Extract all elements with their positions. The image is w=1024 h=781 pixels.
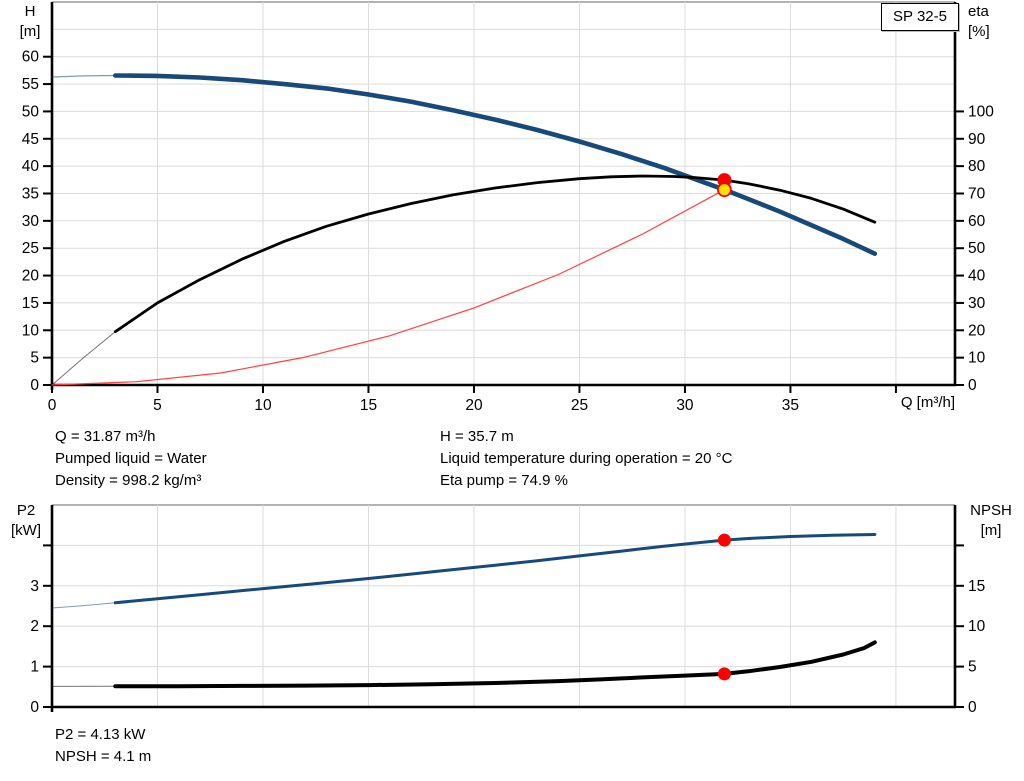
left-axis-tick-label: 15: [22, 295, 39, 312]
top-left-axis-label: H [m]: [8, 2, 52, 42]
duty-point-head[interactable]: [716, 182, 732, 198]
axis-label-line: P2: [16, 502, 36, 519]
x-axis-tick-label: 30: [676, 397, 694, 414]
x-axis-tick-label: 20: [465, 397, 483, 414]
x-axis-tick-label: 15: [360, 397, 377, 414]
left-axis-tick-label: 2: [30, 618, 39, 635]
duty-point-p2[interactable]: [717, 533, 731, 547]
p2-power-curve-min-flow: [51, 602, 116, 609]
summary-npsh: NPSH = 4.1 m: [55, 748, 152, 765]
summary-p2: P2 = 4.13 kW: [55, 726, 146, 743]
left-axis-tick-label: 3: [30, 578, 39, 595]
right-axis-tick-label: 10: [968, 350, 986, 367]
npsh-curve: [113, 640, 877, 689]
right-axis-tick-label: 60: [968, 213, 986, 230]
summary-liquid: Pumped liquid = Water: [55, 450, 207, 467]
right-axis-tick-label: 10: [968, 618, 986, 635]
left-axis-tick-label: 60: [22, 49, 40, 66]
right-axis-tick-label: 5: [968, 659, 977, 676]
pump-efficiency-curve: [113, 174, 877, 334]
top-right-axis-label: eta [%]: [968, 2, 1020, 42]
left-axis-tick-label: 0: [30, 699, 39, 716]
axis-label-line: [m]: [19, 23, 41, 40]
right-axis-tick-label: 15: [968, 578, 985, 595]
x-axis-tick-label: 35: [782, 397, 799, 414]
axis-label-line: NPSH: [970, 502, 1012, 519]
pump-head-curve-min-flow: [51, 74, 116, 78]
left-axis-tick-label: 10: [22, 322, 40, 339]
x-axis-tick-label: 25: [571, 397, 588, 414]
right-axis-tick-label: 0: [968, 699, 977, 716]
left-axis-tick-label: 40: [22, 158, 40, 175]
pump-efficiency-curve-min-flow: [51, 331, 116, 386]
x-axis-title: Q [m³/h]: [900, 394, 955, 411]
right-axis-tick-label: 0: [968, 377, 977, 394]
summary-temp: Liquid temperature during operation = 20…: [440, 450, 733, 467]
left-axis-tick-label: 1: [30, 659, 39, 676]
pump-model-badge: SP 32-5: [881, 3, 959, 31]
left-axis-tick-label: 20: [22, 268, 40, 285]
left-axis-tick-label: 0: [30, 377, 39, 394]
left-axis-tick-label: 55: [22, 76, 39, 93]
duty-point-npsh[interactable]: [717, 667, 731, 681]
x-axis-tick-label: 0: [48, 397, 57, 414]
axis-label-line: eta: [968, 3, 989, 20]
left-axis-tick-label: 30: [22, 213, 40, 230]
summary-h: H = 35.7 m: [440, 428, 514, 445]
right-axis-tick-label: 40: [968, 268, 986, 285]
right-axis-tick-label: 50: [968, 240, 986, 257]
left-axis-tick-label: 50: [22, 103, 40, 120]
p2-power-curve: [113, 533, 877, 605]
summary-q: Q = 31.87 m³/h: [55, 428, 156, 445]
right-axis-tick-label: 30: [968, 295, 986, 312]
summary-density: Density = 998.2 kg/m³: [55, 472, 202, 489]
right-axis-tick-label: 90: [968, 131, 986, 148]
axis-label-line: [%]: [968, 23, 990, 40]
bottom-right-axis-label: NPSH [m]: [962, 501, 1020, 541]
right-axis-tick-label: 100: [968, 103, 994, 120]
right-axis-tick-label: 80: [968, 158, 986, 175]
left-axis-tick-label: 35: [22, 186, 39, 203]
x-axis-tick-label: 5: [153, 397, 162, 414]
bottom-left-axis-label: P2 [kW]: [2, 501, 50, 541]
left-axis-tick-label: 25: [22, 240, 39, 257]
summary-eta: Eta pump = 74.9 %: [440, 472, 568, 489]
system-curve: [51, 189, 725, 386]
right-axis-tick-label: 70: [968, 186, 986, 203]
pump-head-curve: [113, 73, 878, 256]
x-axis-tick-label: 10: [254, 397, 272, 414]
axis-label-line: [kW]: [11, 522, 41, 539]
left-axis-tick-label: 45: [22, 131, 39, 148]
left-axis-tick-label: 5: [30, 350, 39, 367]
axis-label-line: H: [24, 3, 36, 20]
axis-label-line: [m]: [980, 522, 1002, 539]
right-axis-tick-label: 20: [968, 322, 986, 339]
